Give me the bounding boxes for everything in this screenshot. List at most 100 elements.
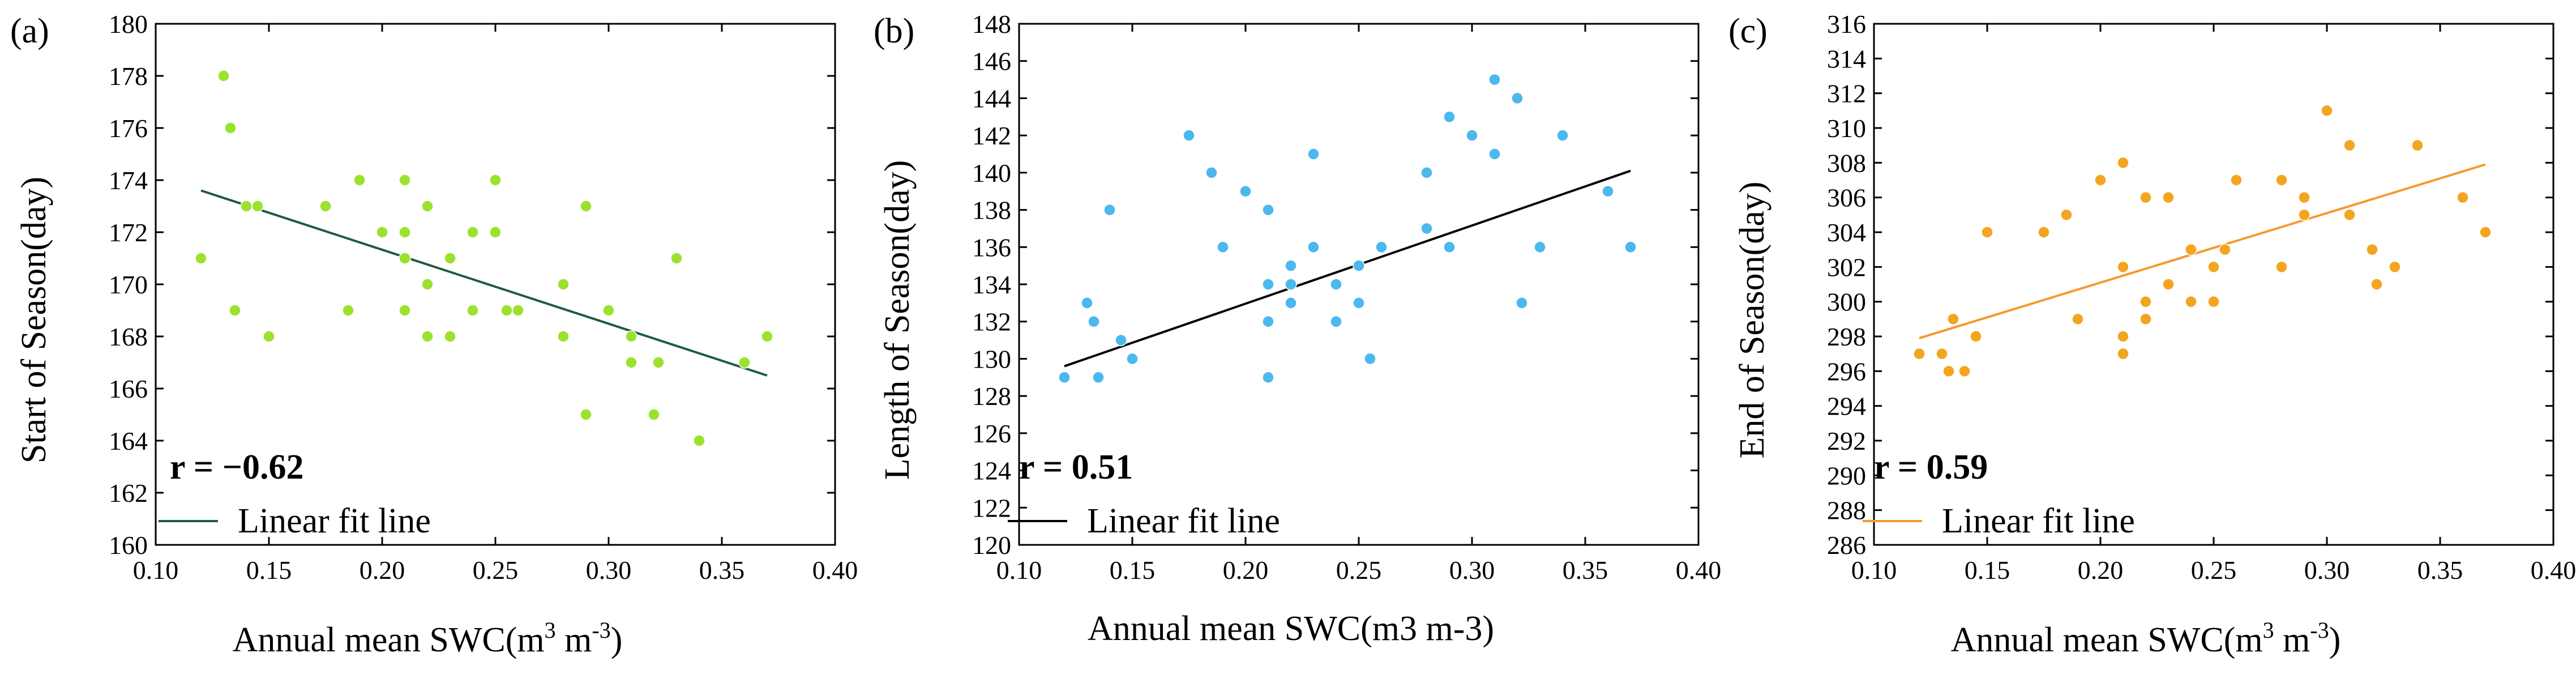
y-tick-label: 160: [109, 531, 148, 560]
x-axis-label-a: Annual mean SWC(m3 m-3): [233, 617, 623, 659]
data-point: [580, 408, 592, 421]
data-point: [2411, 139, 2424, 152]
linear-fit-line: [1919, 163, 2486, 339]
y-axis-label-c: End of Season(day): [1733, 182, 1771, 459]
data-point: [2038, 226, 2050, 238]
chart-svg-b: (b) Length of Season(day) Annual mean SW…: [874, 10, 1721, 648]
y-tick-label: 294: [1827, 392, 1866, 421]
x-tick-label: 0.15: [1965, 556, 2010, 585]
data-point: [353, 174, 366, 186]
y-axis-label-b: Length of Season(day): [878, 160, 917, 480]
data-point: [2275, 174, 2288, 186]
data-point: [444, 252, 456, 265]
data-point: [2343, 139, 2356, 152]
data-point: [1183, 129, 1195, 142]
data-point: [1556, 129, 1569, 142]
data-point: [444, 330, 456, 343]
x-tick-label: 0.10: [1851, 556, 1897, 585]
data-point: [2207, 295, 2220, 308]
data-point: [648, 408, 660, 421]
data-point: [1239, 185, 1252, 198]
y-tick-label: 180: [109, 10, 148, 39]
data-point: [1092, 371, 1105, 384]
data-point: [625, 356, 637, 369]
data-point: [399, 174, 411, 186]
x-tick-label: 0.30: [1449, 556, 1495, 585]
y-tick-label: 130: [972, 344, 1011, 373]
data-point: [1088, 315, 1100, 328]
data-point: [1942, 365, 1955, 378]
y-tick-label: 142: [972, 121, 1011, 150]
data-point: [2479, 226, 2492, 238]
y-tick-label: 298: [1827, 322, 1866, 351]
data-point: [2389, 261, 2401, 274]
x-tick-label: 0.15: [246, 556, 292, 585]
y-tick-label: 174: [109, 166, 148, 195]
y-tick-label: 138: [972, 196, 1011, 225]
data-point: [1364, 352, 1376, 365]
data-point: [421, 278, 434, 291]
data-point: [2162, 278, 2175, 291]
x-tick-label: 0.30: [586, 556, 632, 585]
y-tick-label: 128: [972, 382, 1011, 411]
data-point: [557, 278, 570, 291]
data-point: [1262, 203, 1274, 216]
y-tick-label: 178: [109, 62, 148, 91]
data-point: [512, 304, 524, 317]
data-point: [2457, 191, 2469, 204]
x-tick-label: 0.40: [1676, 556, 1722, 585]
data-point: [1307, 148, 1320, 160]
correlation-label-b: r = 0.51: [1019, 448, 1133, 487]
data-point: [1285, 297, 1297, 309]
data-point: [2230, 174, 2243, 186]
data-point: [1375, 241, 1388, 254]
data-point: [1330, 315, 1342, 328]
y-tick-label: 296: [1827, 357, 1866, 386]
y-tick-label: 316: [1827, 10, 1866, 39]
data-point: [693, 434, 705, 447]
y-tick-label: 164: [109, 426, 148, 455]
axes-b: 0.10 0.15 0.20 0.25 0.30 0.35 0.40 120 122 124 126…: [972, 10, 1721, 585]
data-point: [2117, 156, 2129, 169]
y-tick-label: 176: [109, 114, 148, 143]
data-point: [1205, 167, 1218, 179]
data-point: [2366, 243, 2378, 256]
data-point: [2370, 278, 2383, 291]
y-tick-label: 290: [1827, 461, 1866, 490]
data-point: [2207, 261, 2220, 274]
x-tick-label: 0.15: [1110, 556, 1156, 585]
y-tick-label: 122: [972, 493, 1011, 522]
data-point: [1103, 203, 1116, 216]
y-tick-label: 162: [109, 479, 148, 507]
chart-panel-a: (a) Start of Season(day) Annual mean SWC…: [0, 0, 858, 674]
data-point: [2321, 104, 2333, 117]
data-point: [761, 330, 773, 343]
data-point: [489, 174, 502, 186]
y-tick-label: 308: [1827, 148, 1866, 177]
data-point: [670, 252, 683, 265]
data-point: [625, 330, 637, 343]
data-point: [467, 226, 479, 238]
data-point: [240, 200, 253, 212]
y-tick-label: 120: [972, 531, 1011, 560]
y-tick-label: 136: [972, 233, 1011, 262]
data-point: [1330, 278, 1342, 291]
x-tick-label: 0.20: [2078, 556, 2124, 585]
axes-c: 0.10 0.15 0.20 0.25 0.30 0.35 0.40 286 288 290 292…: [1827, 10, 2576, 585]
x-tick-label: 0.10: [133, 556, 179, 585]
data-point: [1307, 241, 1320, 254]
y-tick-label: 134: [972, 270, 1011, 299]
data-point: [1511, 92, 1524, 105]
x-axis-label-c: Annual mean SWC(m3 m-3): [1951, 617, 2341, 659]
y-tick-label: 312: [1827, 79, 1866, 108]
data-point: [1936, 347, 1948, 360]
y-tick-label: 300: [1827, 288, 1866, 317]
data-point: [652, 356, 665, 369]
x-tick-label: 0.40: [2531, 556, 2576, 585]
x-axis-label-b: Annual mean SWC(m3 m-3): [1088, 609, 1494, 648]
data-point: [1262, 371, 1274, 384]
data-point: [2343, 208, 2356, 221]
y-tick-label: 286: [1827, 531, 1866, 560]
data-point: [489, 226, 502, 238]
data-point: [500, 304, 513, 317]
